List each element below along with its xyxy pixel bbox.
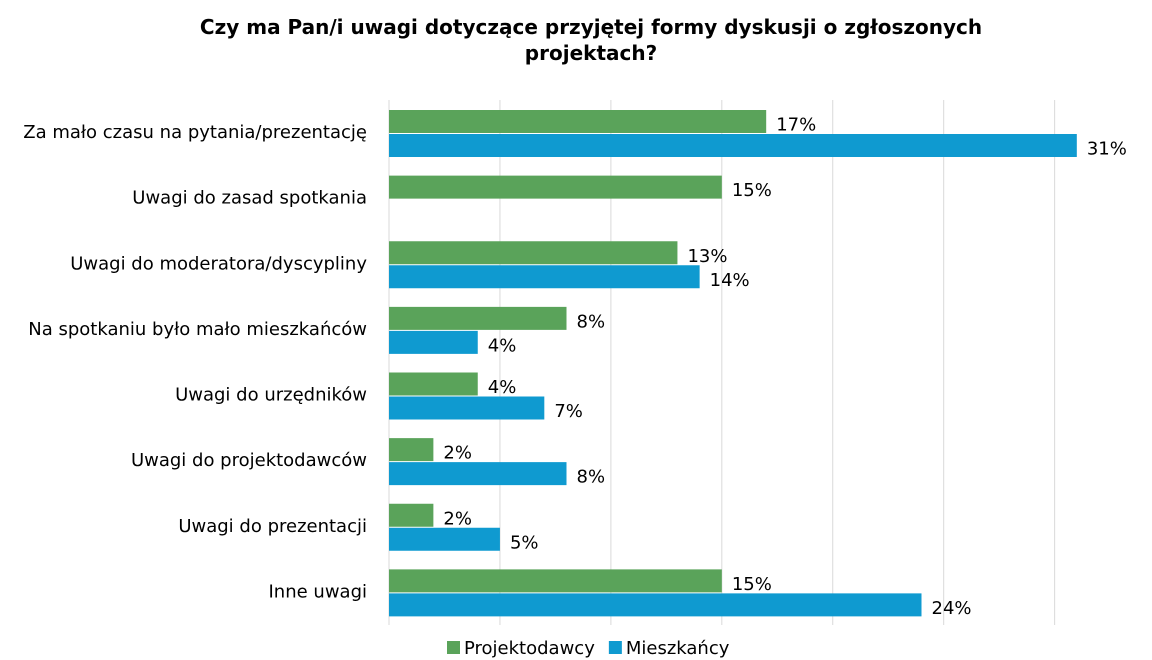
- legend-swatch: [447, 641, 460, 654]
- y-tick-label: Uwagi do urzędników: [175, 385, 367, 406]
- bar: [389, 503, 434, 527]
- legend-label: Projektodawcy: [464, 638, 595, 659]
- data-label: 5%: [510, 532, 539, 553]
- data-label: 15%: [732, 180, 772, 201]
- bar: [389, 527, 500, 551]
- data-label: 4%: [488, 335, 517, 356]
- y-tick-label: Za mało czasu na pytania/prezentację: [23, 122, 367, 143]
- y-tick-label: Na spotkaniu było mało mieszkańców: [28, 319, 367, 340]
- bar: [389, 306, 567, 330]
- data-label: 24%: [932, 598, 972, 619]
- y-tick-label: Uwagi do zasad spotkania: [132, 188, 367, 209]
- data-label: 8%: [577, 311, 606, 332]
- data-label: 4%: [488, 377, 517, 398]
- bar: [389, 462, 567, 486]
- data-label: 2%: [443, 443, 472, 464]
- bar: [389, 110, 767, 133]
- y-tick-label: Uwagi do moderatora/dyscypliny: [70, 253, 367, 274]
- data-label: 7%: [554, 401, 583, 422]
- data-label: 13%: [687, 246, 727, 267]
- bar: [389, 569, 722, 593]
- bar: [389, 330, 478, 354]
- bar: [389, 134, 1077, 157]
- bar: [389, 265, 700, 289]
- data-label: 15%: [732, 574, 772, 595]
- legend-swatch: [608, 641, 622, 654]
- data-label: 31%: [1087, 139, 1127, 160]
- data-label: 2%: [443, 508, 472, 529]
- data-label: 8%: [577, 467, 606, 488]
- bar: [389, 396, 545, 420]
- bar: [389, 241, 678, 265]
- legend-label: Mieszkańcy: [626, 638, 730, 659]
- chart-title: Czy ma Pan/i uwagi dotyczące przyjętej f…: [199, 15, 983, 65]
- y-tick-label: Inne uwagi: [268, 581, 367, 602]
- y-tick-label: Uwagi do prezentacji: [178, 516, 367, 537]
- data-label: 14%: [710, 270, 750, 291]
- y-tick-label: Uwagi do projektodawców: [131, 450, 367, 471]
- bar: [389, 438, 434, 462]
- data-label: 17%: [776, 115, 816, 136]
- bar: [389, 175, 722, 199]
- bar: [389, 372, 478, 396]
- bar: [389, 593, 922, 617]
